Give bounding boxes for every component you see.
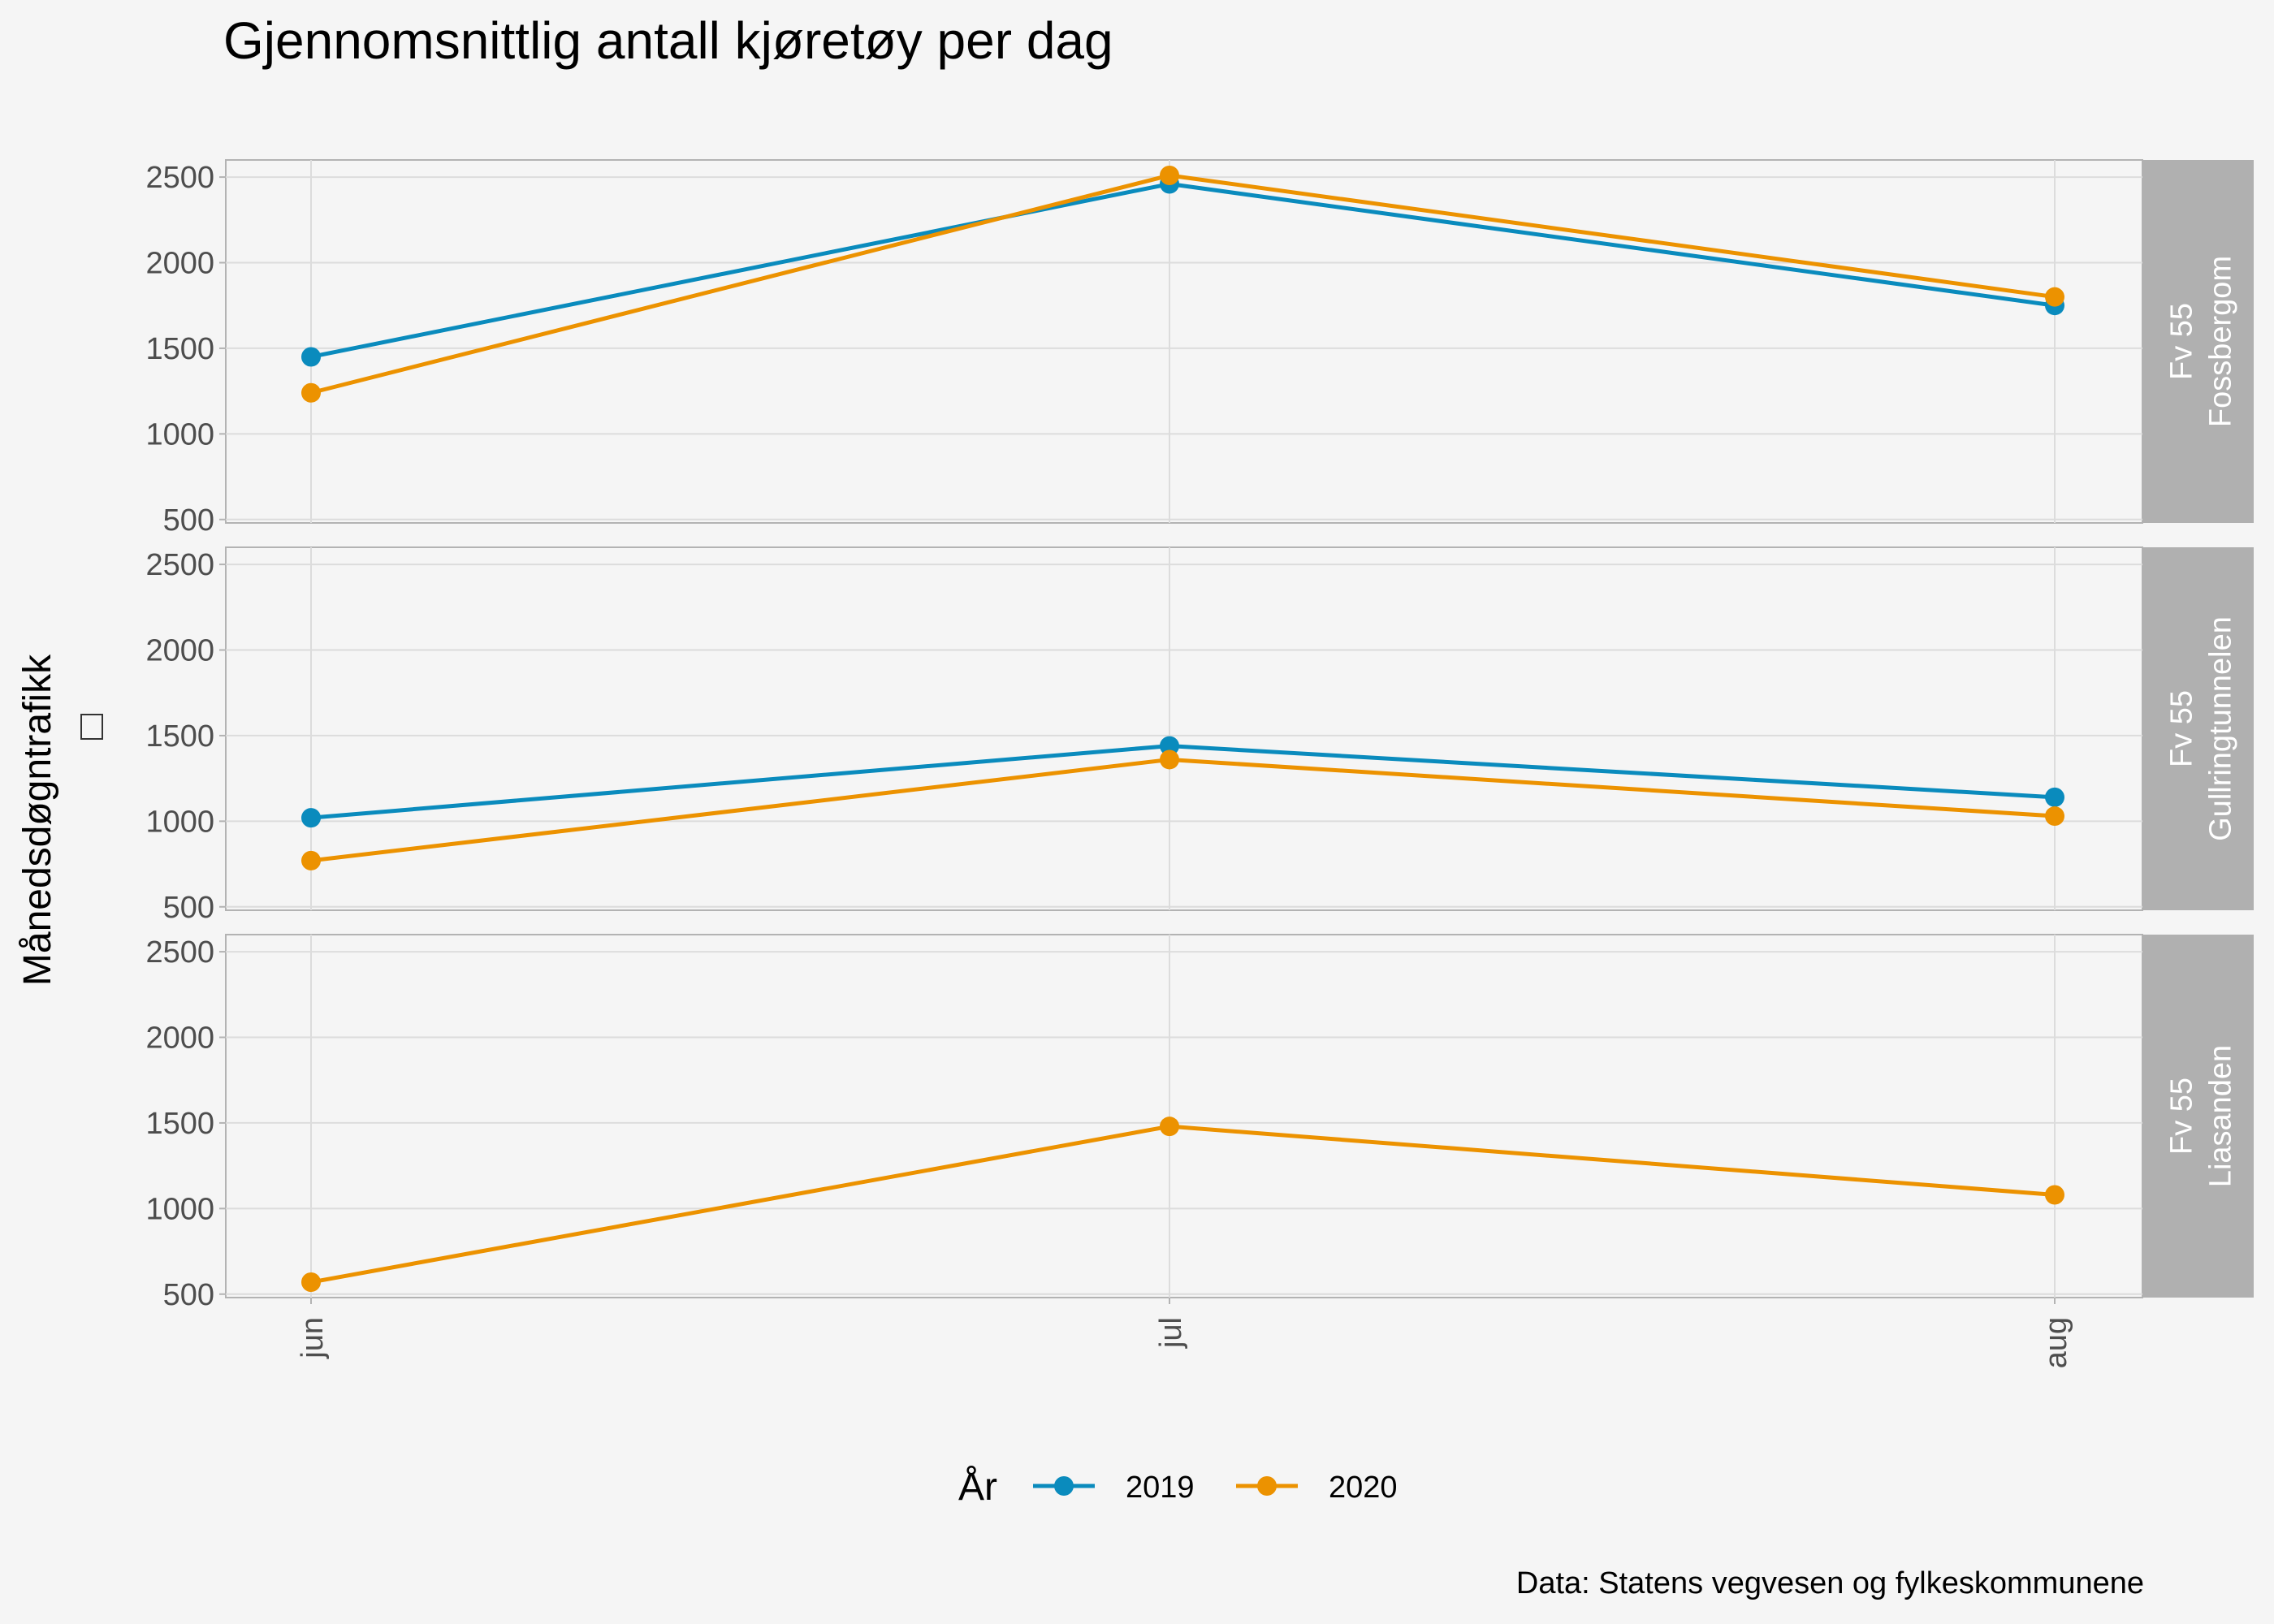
data-point-2020 — [2045, 806, 2064, 827]
x-tick-label: jun — [296, 1317, 330, 1359]
facet-strip — [2142, 547, 2254, 910]
data-point-2019 — [2045, 787, 2064, 807]
y-tick-label: 1000 — [145, 1192, 214, 1226]
y-tick-label: 500 — [163, 891, 214, 925]
x-tick-label: aug — [2039, 1317, 2073, 1368]
data-point-2019 — [301, 347, 321, 367]
y-tick-label: 1500 — [145, 719, 214, 754]
data-point-2020 — [2045, 1185, 2064, 1205]
legend-key-point — [1054, 1476, 1074, 1496]
panel-frame — [225, 934, 2143, 1298]
data-point-2019 — [301, 808, 321, 828]
legend: År 2019 2020 — [958, 1466, 1398, 1509]
data-point-2020 — [1160, 1116, 1179, 1137]
y-tick-label: 2000 — [145, 1021, 214, 1056]
facet-panel: 500 1000 1500 2000 2500 Fv 55 Liasanden — [145, 934, 2254, 1312]
panel-frame — [225, 159, 2143, 524]
facet-strip-line: Fv 55 — [2165, 303, 2199, 380]
facet-strip-label: Fv 55 Gullringtunnelen — [2165, 616, 2238, 841]
x-axis-ticks: jun jul aug — [296, 1298, 2073, 1368]
facet-strip-label: Fv 55 Fossbergom — [2165, 256, 2238, 427]
y-tick-label: 1000 — [145, 417, 214, 451]
y-tick-label: 500 — [163, 1278, 214, 1312]
missing-glyph-box — [80, 714, 103, 740]
y-tick-label: 2000 — [145, 247, 214, 281]
facet-strip-line: Liasanden — [2204, 1045, 2238, 1187]
legend-entry-label: 2019 — [1126, 1471, 1195, 1505]
y-tick-label: 2000 — [145, 634, 214, 668]
facet-strip-line: Fv 55 — [2165, 1078, 2199, 1155]
data-point-2020 — [301, 1272, 321, 1293]
chart-caption: Data: Statens vegvesen og fylkeskommunen… — [1516, 1566, 2144, 1600]
data-point-2020 — [1160, 749, 1179, 770]
legend-key-point — [1257, 1476, 1277, 1496]
x-tick-label: jul — [1154, 1317, 1188, 1349]
data-point-2019 — [1160, 736, 1179, 756]
facet-strip-line: Gullringtunnelen — [2204, 616, 2238, 841]
facet-strip-line: Fv 55 — [2165, 690, 2199, 767]
y-tick-label: 2500 — [145, 548, 214, 582]
facet-strip-line: Fossbergom — [2204, 256, 2238, 427]
y-tick-label: 500 — [163, 503, 214, 538]
data-point-2020 — [1160, 165, 1179, 185]
y-tick-label: 2500 — [145, 935, 214, 970]
y-tick-label: 1500 — [145, 332, 214, 366]
y-tick-label: 1000 — [145, 805, 214, 839]
y-axis-title: Månedsdøgntrafikk — [16, 654, 103, 986]
facet-strip — [2142, 160, 2254, 523]
chart-title: Gjennomsnittlig antall kjøretøy per dag — [223, 11, 1113, 70]
data-point-2020 — [2045, 287, 2064, 307]
y-tick-label: 2500 — [145, 161, 214, 195]
facet-panel: 500 1000 1500 2000 2500 Fv 55 Gullringtunnelen — [145, 546, 2254, 925]
facet-panel: 500 1000 1500 2000 2500 Fv 55 Fossbergom — [145, 159, 2254, 538]
data-point-2020 — [301, 382, 321, 403]
legend-entry-label: 2020 — [1329, 1471, 1398, 1505]
y-tick-label: 1500 — [145, 1107, 214, 1141]
legend-title: År — [958, 1466, 997, 1509]
facet-strip-label: Fv 55 Liasanden — [2165, 1045, 2238, 1187]
facet-strip — [2142, 935, 2254, 1298]
panel-frame — [225, 546, 2143, 911]
y-axis-label: Månedsdøgntrafikk — [16, 654, 59, 986]
data-point-2020 — [301, 850, 321, 870]
